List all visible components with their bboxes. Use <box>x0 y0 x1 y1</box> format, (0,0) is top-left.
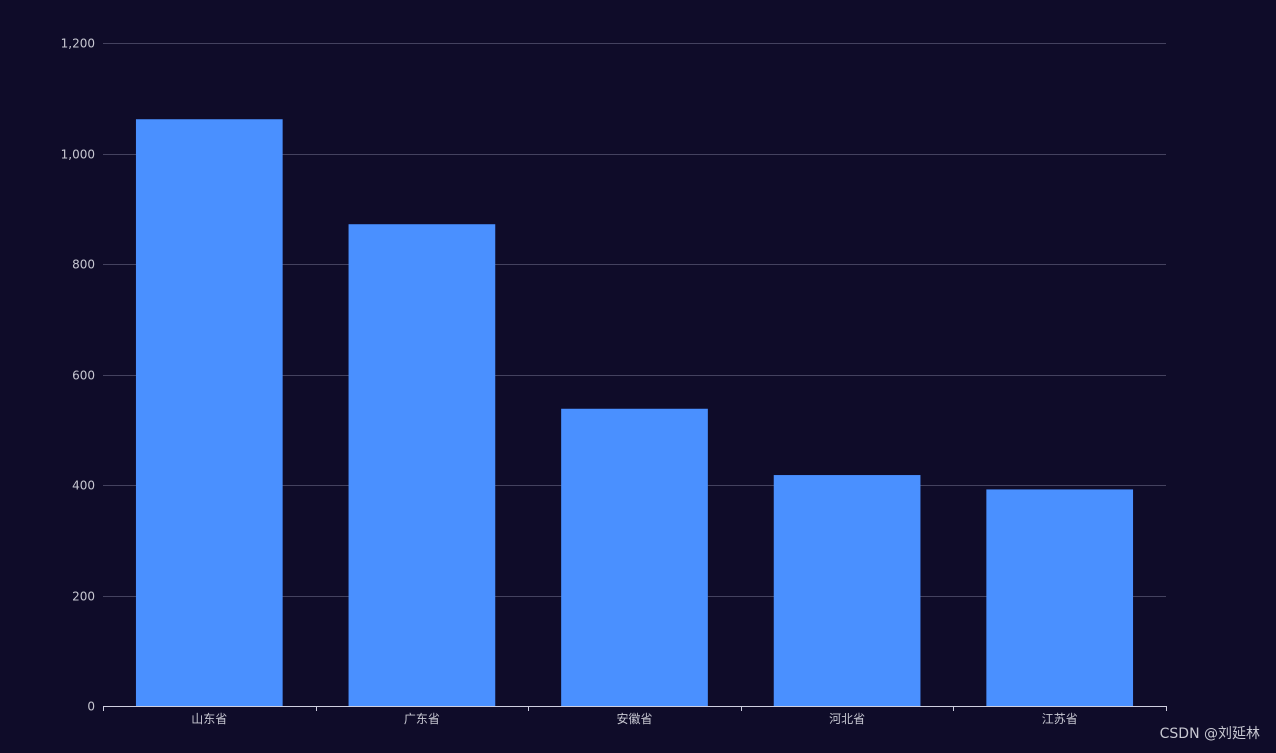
watermark: CSDN @刘延林 <box>1159 726 1260 742</box>
y-tick-label: 400 <box>72 479 95 493</box>
y-tick-label: 800 <box>72 258 95 272</box>
x-tick-label: 广东省 <box>404 712 440 726</box>
x-tick-label: 江苏省 <box>1042 712 1078 726</box>
bar[interactable] <box>773 475 921 706</box>
y-tick-label: 600 <box>72 369 95 383</box>
y-tick-label: 1,200 <box>61 37 95 51</box>
x-tick-label: 安徽省 <box>616 711 652 726</box>
axes <box>103 706 1167 711</box>
x-tick-labels: 山东省 广东省 安徽省 河北省 江苏省 <box>191 711 1077 726</box>
bars <box>135 119 1134 707</box>
y-tick-label: 0 <box>87 700 95 714</box>
y-tick-labels: 0 200 400 600 800 1,000 1,200 <box>61 37 95 714</box>
bar[interactable] <box>348 224 496 706</box>
y-tick-label: 200 <box>72 590 95 604</box>
bar[interactable] <box>135 119 283 707</box>
x-tick-label: 山东省 <box>191 712 227 726</box>
bar[interactable] <box>561 408 708 706</box>
y-tick-label: 1,000 <box>61 148 95 162</box>
bar[interactable] <box>986 489 1134 706</box>
x-tick-label: 河北省 <box>829 712 865 726</box>
